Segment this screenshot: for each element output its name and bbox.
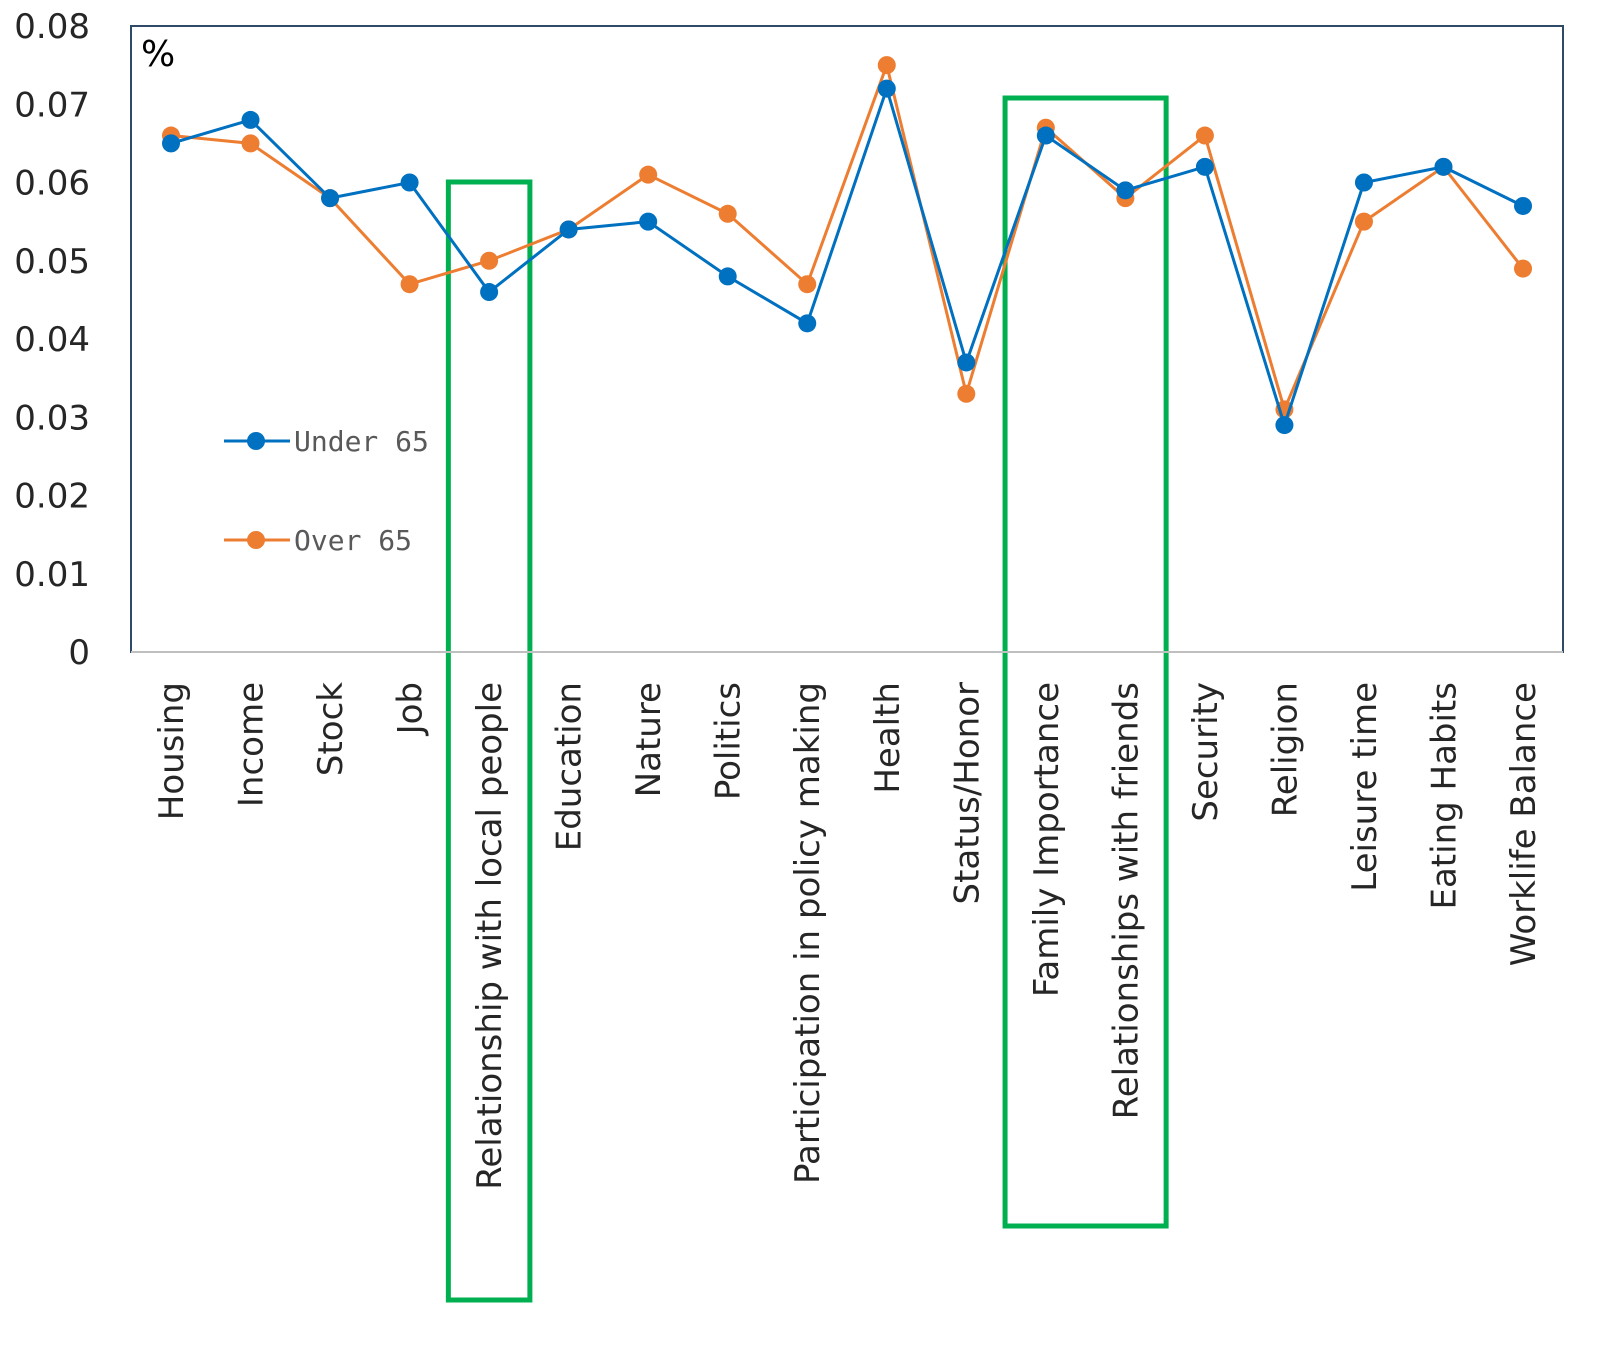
data-point xyxy=(1195,126,1214,145)
data-point xyxy=(1354,173,1373,192)
data-point xyxy=(1514,196,1533,215)
data-point xyxy=(798,275,817,294)
x-tick-label: Participation in policy making xyxy=(788,682,828,1184)
x-tick-label: Education xyxy=(550,682,590,851)
y-tick-label: 0.04 xyxy=(14,320,90,360)
y-tick-label: 0.03 xyxy=(14,398,90,438)
x-tick-label: Nature xyxy=(629,682,669,797)
x-tick-label: Stock xyxy=(311,682,351,776)
series-line xyxy=(170,83,1524,431)
series-layer xyxy=(162,56,1533,435)
x-tick-label: Health xyxy=(868,682,908,794)
data-point xyxy=(1116,181,1135,200)
data-point xyxy=(162,134,180,153)
x-tick-label: Status/Honor xyxy=(947,682,987,905)
data-point xyxy=(559,220,578,239)
y-tick-label: 0.01 xyxy=(14,555,90,595)
legend-label: Over 65 xyxy=(294,524,412,557)
data-point xyxy=(957,384,976,403)
x-tick-label: Income xyxy=(232,682,272,807)
x-tick-label: Religion xyxy=(1265,682,1305,817)
data-point xyxy=(798,314,817,333)
data-point xyxy=(639,165,658,184)
plot-area-border xyxy=(130,25,1564,653)
series-2 xyxy=(162,56,1533,419)
x-axis-ticks: Housing Income Stock Job Relationship with l… xyxy=(152,682,1544,1190)
highlight-layer xyxy=(445,95,1169,1303)
data-point xyxy=(1434,157,1453,176)
data-point xyxy=(321,189,340,208)
series-1 xyxy=(162,79,1533,435)
data-point xyxy=(400,275,419,294)
x-tick-label: Family Importance xyxy=(1027,682,1067,997)
data-point xyxy=(241,134,260,153)
data-point xyxy=(877,79,896,98)
x-tick-label: Security xyxy=(1186,682,1226,822)
legend-item-2: Over 65 xyxy=(224,524,412,557)
data-point xyxy=(1036,126,1055,145)
y-tick-label: 0.05 xyxy=(14,242,90,282)
data-point xyxy=(1195,157,1214,176)
data-point xyxy=(1354,212,1373,231)
highlight-box-1 xyxy=(445,179,533,1303)
legend-label: Under 65 xyxy=(294,425,429,458)
x-tick-label: Leisure time xyxy=(1345,682,1385,892)
data-point xyxy=(400,173,419,192)
x-tick-label: Relationships with friends xyxy=(1106,682,1146,1119)
x-tick-label: Relationship with local people xyxy=(470,682,510,1190)
legend: Under 65 Over 65 xyxy=(224,425,429,557)
data-point xyxy=(718,204,737,223)
data-point xyxy=(1275,416,1294,435)
y-tick-label: 0.07 xyxy=(14,85,90,125)
highlight-box-2 xyxy=(1002,95,1169,1229)
x-tick-label: Job xyxy=(391,682,431,736)
y-tick-label: 0 xyxy=(68,633,90,673)
data-point xyxy=(1514,259,1533,278)
series-line xyxy=(170,59,1525,414)
data-point xyxy=(241,110,260,129)
data-point xyxy=(957,353,976,372)
y-tick-label: 0.06 xyxy=(14,164,90,204)
data-point xyxy=(718,267,737,286)
data-point xyxy=(639,212,658,231)
legend-item-1: Under 65 xyxy=(224,425,429,458)
y-tick-label: 0.08 xyxy=(14,7,90,47)
x-tick-label: Politics xyxy=(709,682,749,800)
x-tick-label: Worklife Balance xyxy=(1504,682,1544,966)
unit-label: % xyxy=(141,34,175,75)
x-tick-label: Housing xyxy=(152,682,192,820)
y-tick-label: 0.02 xyxy=(14,477,90,517)
data-point xyxy=(480,283,499,302)
data-point xyxy=(877,56,896,75)
legend-swatch-marker xyxy=(247,531,265,549)
data-point xyxy=(480,251,499,270)
axes-layer xyxy=(130,25,1564,653)
y-axis-ticks: 0 0.01 0.02 0.03 0.04 0.05 0.06 0.07 0.08 xyxy=(14,7,90,673)
legend-swatch-marker xyxy=(247,432,265,450)
x-tick-label: Eating Habits xyxy=(1424,682,1464,910)
